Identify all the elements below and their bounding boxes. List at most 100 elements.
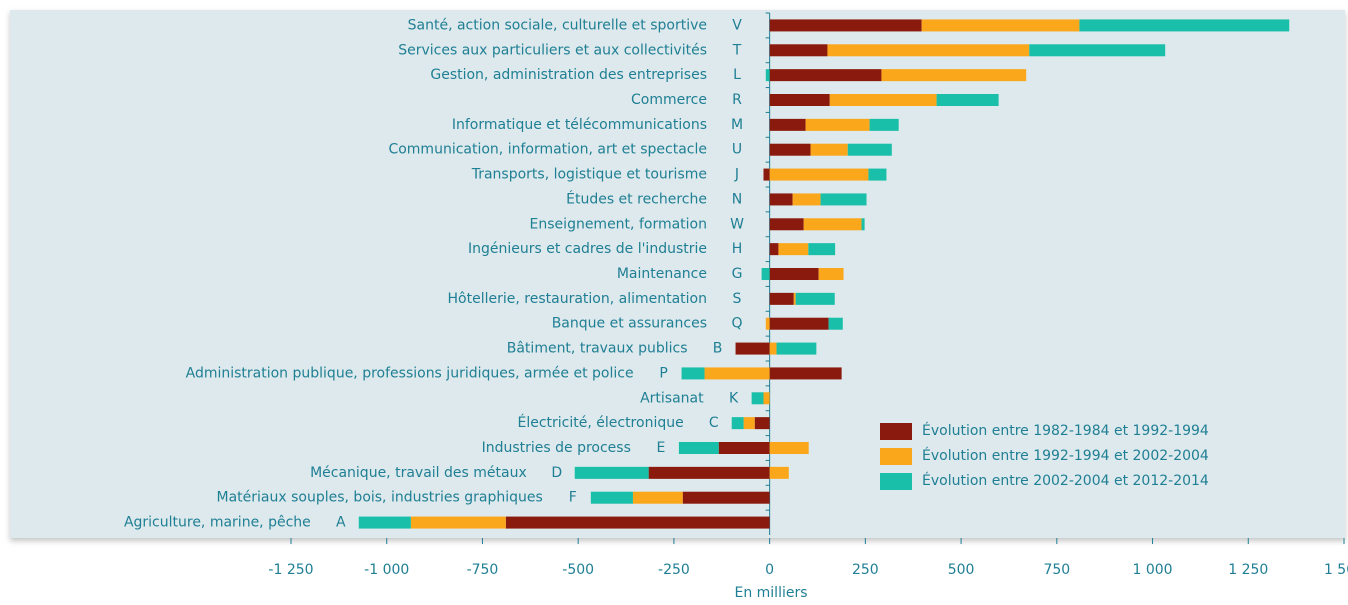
bar (763, 168, 770, 181)
category-code: P (659, 365, 667, 381)
x-tick-label: -1 000 (364, 562, 409, 578)
x-tick-label: 1 250 (1228, 562, 1268, 578)
bar (769, 218, 804, 231)
category-code: U (732, 142, 742, 158)
category-code: Q (731, 316, 742, 332)
bar (769, 243, 779, 256)
bar (793, 292, 796, 305)
bar (410, 516, 506, 529)
y-tick-label: Enseignement, formation (530, 216, 707, 232)
bar (718, 442, 770, 454)
bar (735, 342, 770, 355)
x-tick-label: 1 000 (1132, 562, 1172, 578)
y-tick-label: Maintenance (617, 266, 707, 282)
y-tick-label: Matériaux souples, bois, industries grap… (217, 490, 543, 506)
bar (769, 317, 829, 330)
category-code: E (656, 440, 665, 456)
category-code: H (732, 241, 743, 257)
x-tick-label: 750 (1043, 562, 1070, 578)
bar (769, 69, 882, 82)
y-tick-label: Informatique et télécommunications (452, 117, 707, 133)
x-tick-label: 0 (765, 562, 774, 578)
bar (769, 193, 793, 206)
y-tick-label: Communication, information, art et spect… (388, 142, 707, 158)
bar (358, 516, 411, 529)
bar (678, 442, 719, 454)
bar (936, 94, 999, 106)
x-tick-label: 250 (852, 562, 879, 578)
bar (792, 193, 821, 206)
y-tick-label: Transports, logistique et tourisme (471, 167, 707, 183)
bar (820, 193, 867, 206)
bar (769, 268, 819, 280)
bar (769, 292, 794, 305)
y-tick-label: Études et recherche (566, 190, 707, 207)
bar (754, 417, 770, 430)
category-code: W (730, 216, 744, 232)
bar (769, 118, 806, 131)
bar (827, 44, 1030, 57)
bar (869, 118, 899, 131)
bar (574, 466, 649, 479)
bar (769, 19, 922, 32)
category-code: G (732, 266, 743, 282)
bar (751, 392, 764, 405)
y-tick-label: Hôtellerie, restauration, alimentation (448, 291, 707, 307)
bar (769, 143, 811, 156)
x-tick-label: -500 (562, 562, 594, 578)
bar (776, 342, 817, 355)
category-code: M (731, 117, 743, 133)
category-code: K (729, 390, 739, 406)
bar (769, 442, 809, 454)
legend-swatch (880, 473, 912, 490)
bar (1029, 44, 1166, 57)
x-tick-label: -1 250 (268, 562, 313, 578)
bar (861, 218, 865, 231)
y-tick-label: Ingénieurs et cadres de l'industrie (468, 241, 707, 257)
bar (1079, 19, 1290, 32)
bar (808, 243, 836, 256)
bar (881, 69, 1027, 82)
category-code: L (733, 67, 741, 83)
x-tick-label: 1 500 (1324, 562, 1348, 578)
bar (810, 143, 848, 156)
legend-label: Évolution entre 1982-1984 et 1992-1994 (922, 422, 1209, 439)
y-tick-label: Gestion, administration des entreprises (430, 67, 707, 83)
bar (795, 292, 835, 305)
bar (765, 69, 770, 82)
y-tick-label: Administration publique, professions jur… (186, 365, 634, 381)
y-tick-label: Banque et assurances (552, 316, 707, 332)
legend-swatch (880, 423, 912, 440)
bar (921, 19, 1080, 32)
bar (829, 94, 937, 106)
bar (763, 392, 770, 405)
bar (868, 168, 887, 181)
bar (769, 168, 869, 181)
y-tick-label: Services aux particuliers et aux collect… (398, 42, 707, 58)
x-axis-label: En milliers (734, 585, 807, 601)
category-code: N (732, 191, 742, 207)
y-tick-label: Agriculture, marine, pêche (124, 515, 311, 531)
category-code: S (733, 291, 742, 307)
y-tick-label: Santé, action sociale, culturelle et spo… (408, 17, 707, 33)
x-tick-label: -750 (467, 562, 499, 578)
bar (828, 317, 843, 330)
bar (648, 466, 770, 479)
y-tick-label: Mécanique, travail des métaux (310, 465, 527, 481)
category-code: J (734, 167, 739, 183)
category-code: R (732, 92, 742, 108)
bar (590, 491, 633, 504)
bar (769, 342, 777, 355)
bar (704, 367, 770, 380)
bar (632, 491, 683, 504)
y-tick-label: Artisanat (640, 390, 704, 406)
category-code: T (732, 42, 742, 58)
y-tick-label: Industries de process (482, 440, 631, 456)
bar (769, 94, 830, 106)
bar (778, 243, 809, 256)
y-tick-label: Bâtiment, travaux publics (507, 341, 688, 357)
x-tick-label: -250 (658, 562, 690, 578)
category-code: A (336, 515, 346, 531)
bar (682, 491, 770, 504)
category-code: F (569, 490, 577, 506)
